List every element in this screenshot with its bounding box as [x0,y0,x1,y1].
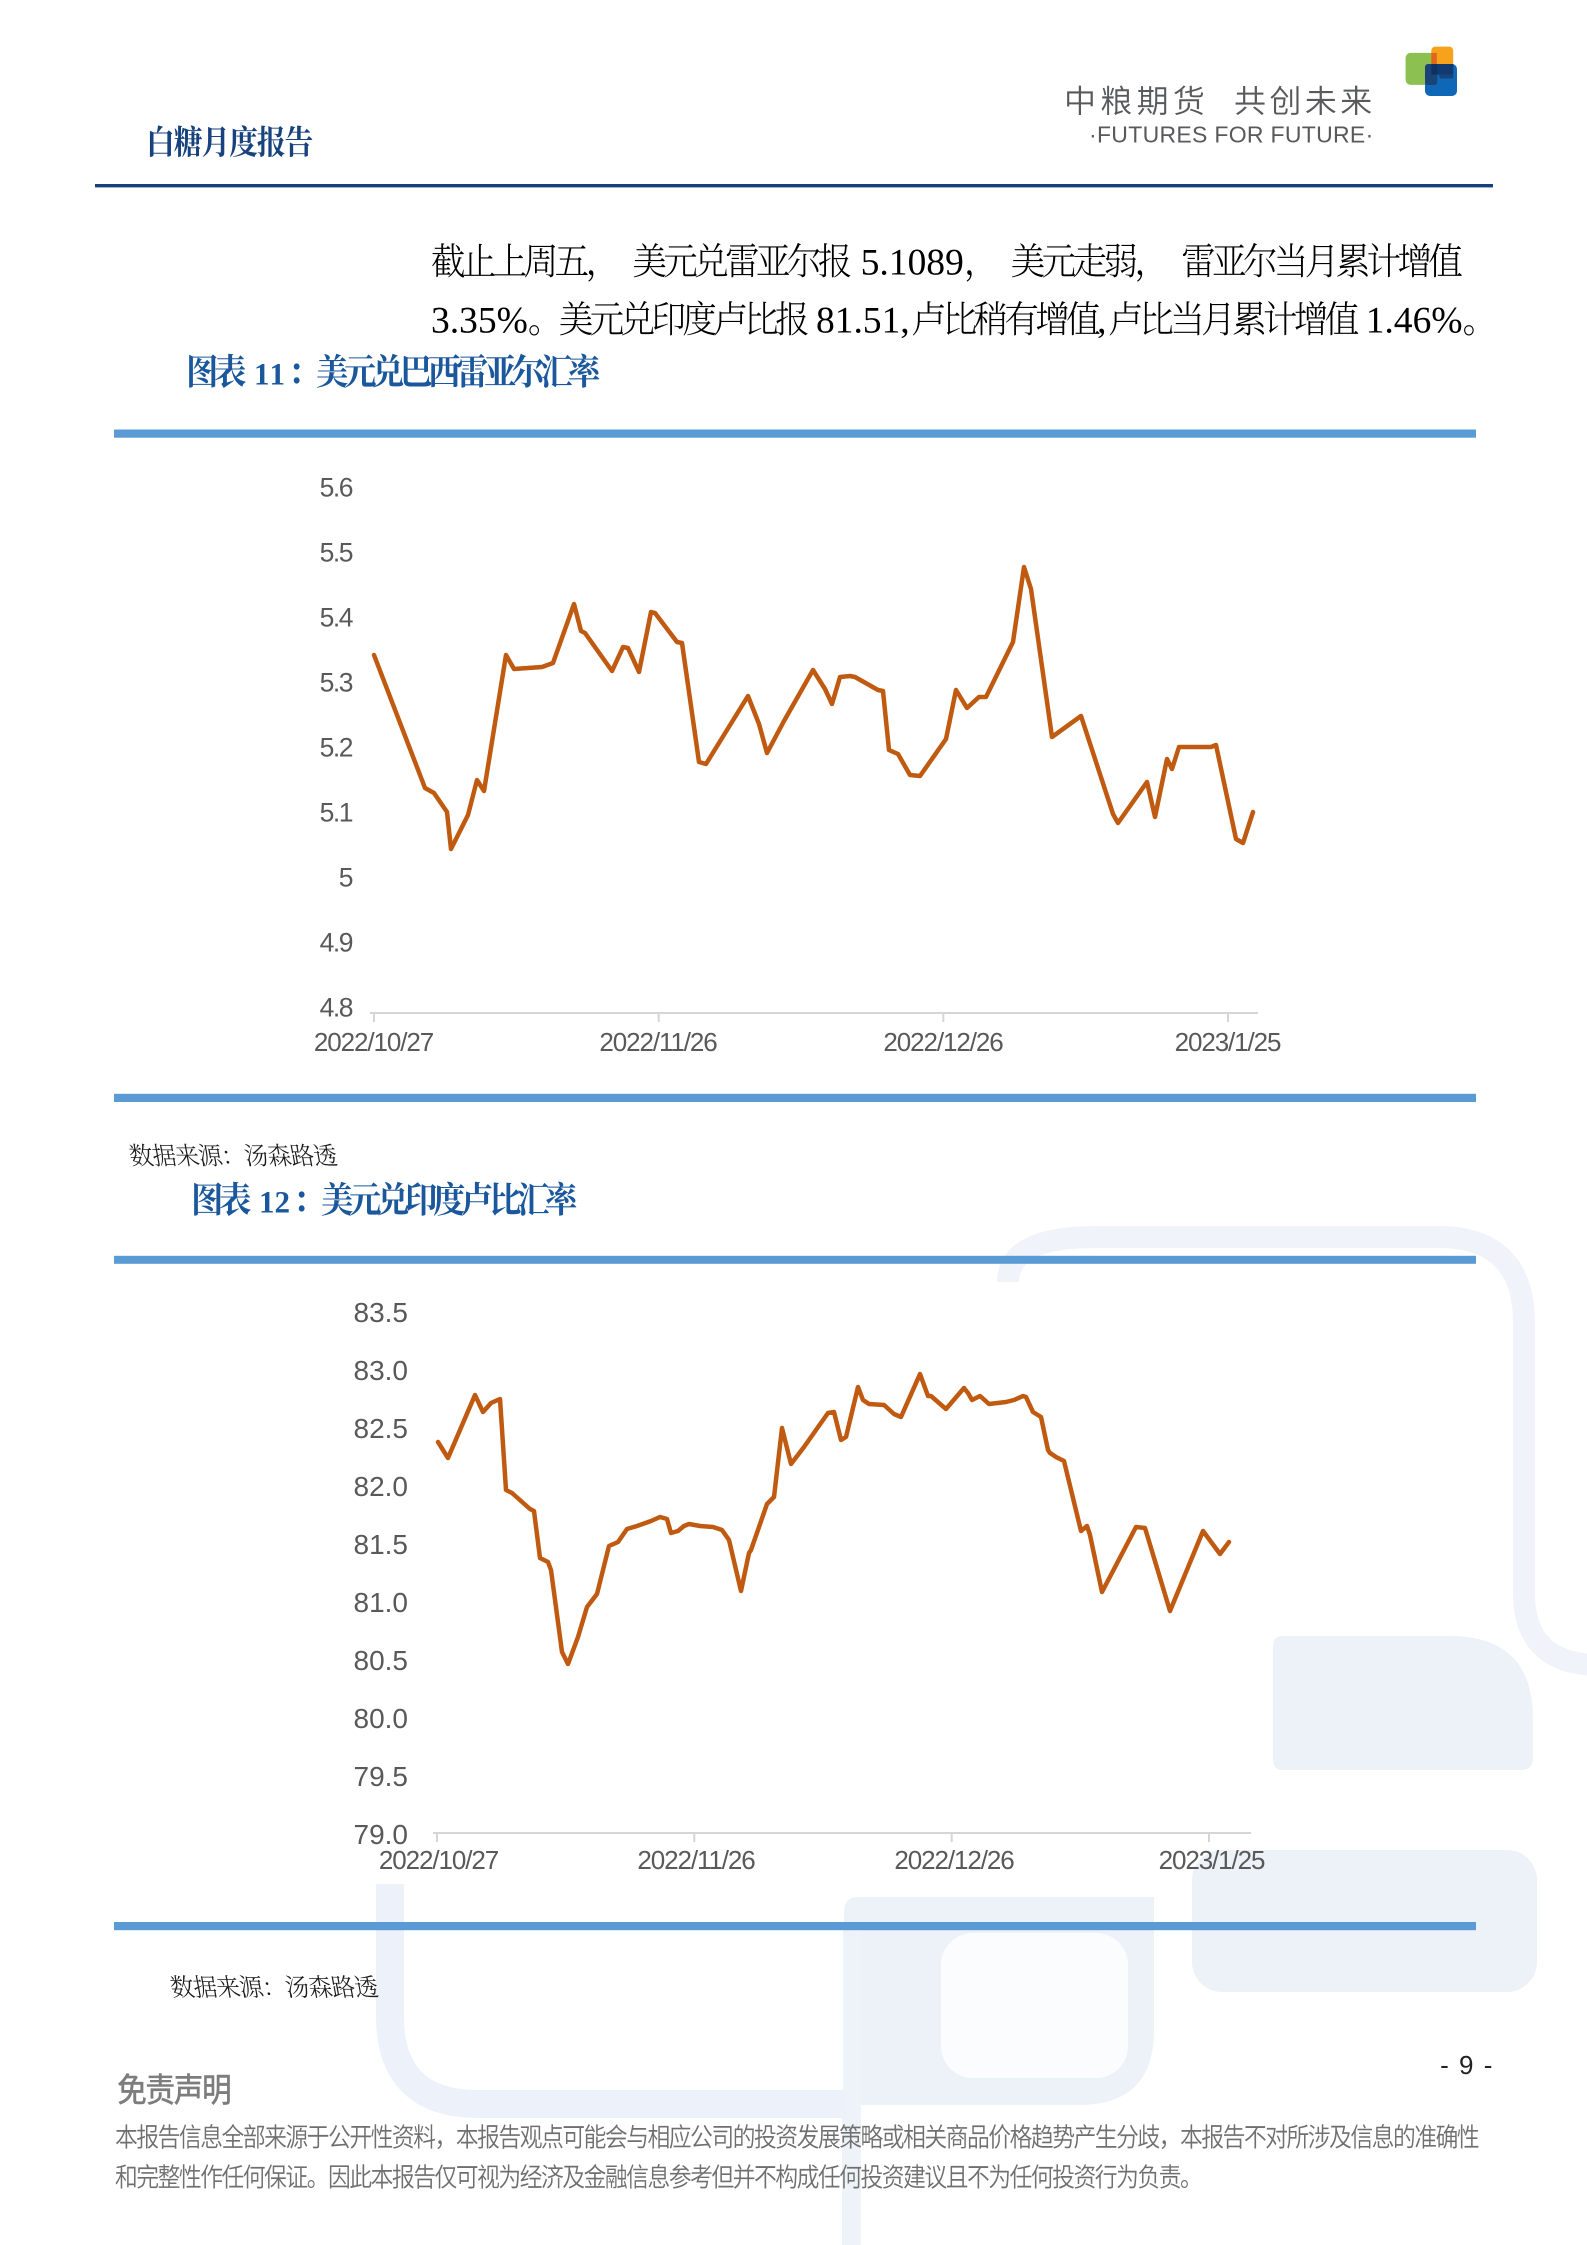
svg-text:·FUTURES FOR FUTURE·: ·FUTURES FOR FUTURE· [1089,122,1374,148]
svg-text:79.0: 79.0 [354,1819,409,1850]
svg-text:- 9 -: - 9 - [1440,2050,1494,2080]
svg-text:83.0: 83.0 [354,1355,409,1386]
svg-text:5: 5 [339,863,353,893]
svg-text:2022/10/27: 2022/10/27 [314,1027,434,1057]
svg-text:81.5: 81.5 [354,1529,409,1560]
svg-text:2022/12/26: 2022/12/26 [883,1027,1003,1057]
svg-text:82.0: 82.0 [354,1471,409,1502]
svg-text:2023/1/25: 2023/1/25 [1175,1027,1281,1057]
svg-text:2023/1/25: 2023/1/25 [1159,1845,1265,1875]
svg-text:4.9: 4.9 [320,928,353,958]
svg-text:81.0: 81.0 [354,1587,409,1618]
svg-text:5.2: 5.2 [320,733,353,763]
svg-text:4.8: 4.8 [320,993,353,1023]
svg-text:5.4: 5.4 [320,603,353,633]
svg-text:5.3: 5.3 [320,668,353,698]
svg-text:2022/10/27: 2022/10/27 [379,1845,499,1875]
svg-text:2022/11/26: 2022/11/26 [637,1845,755,1875]
svg-text:5.5: 5.5 [320,538,353,568]
svg-text:79.5: 79.5 [354,1761,409,1792]
svg-text:2022/12/26: 2022/12/26 [894,1845,1014,1875]
svg-text:2022/11/26: 2022/11/26 [599,1027,717,1057]
svg-text:80.5: 80.5 [354,1645,409,1676]
svg-text:83.5: 83.5 [354,1297,409,1328]
svg-text:5.1: 5.1 [320,798,353,828]
svg-text:82.5: 82.5 [354,1413,409,1444]
svg-text:5.6: 5.6 [320,473,353,503]
svg-text:80.0: 80.0 [354,1703,409,1734]
